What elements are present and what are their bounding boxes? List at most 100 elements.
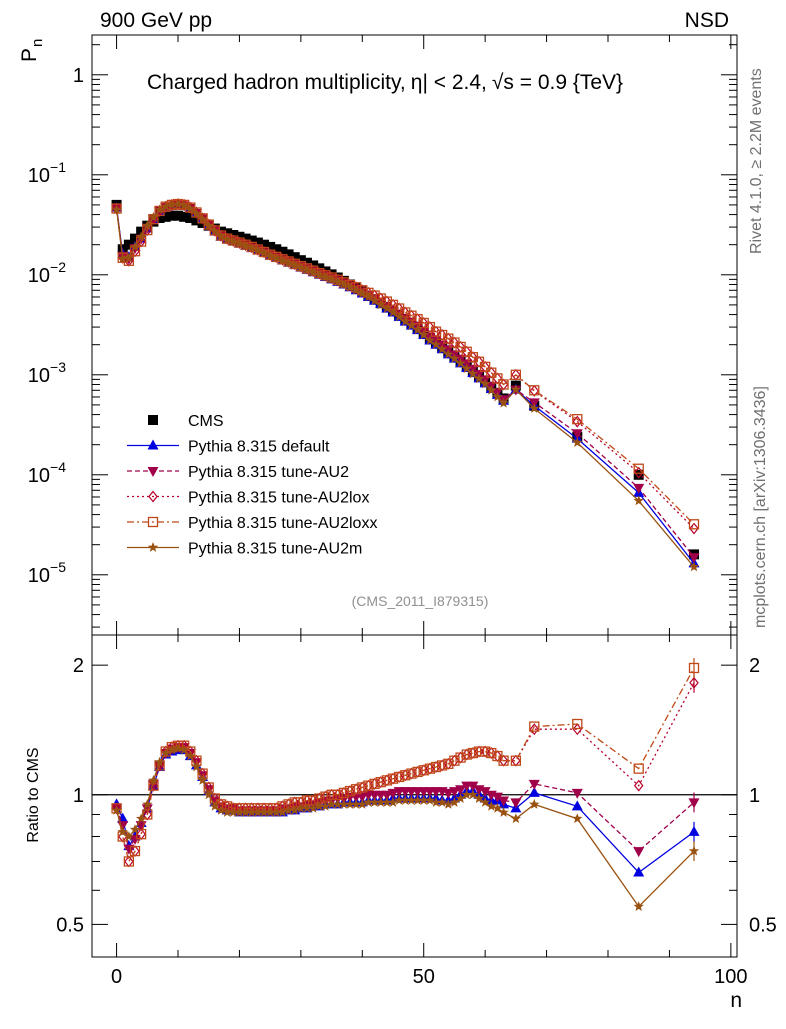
ratio-point xyxy=(154,756,165,767)
legend-item-au2: Pythia 8.315 tune-AU2 xyxy=(127,464,349,481)
data-point xyxy=(123,252,135,263)
ratio-point xyxy=(571,800,583,811)
data-point xyxy=(179,211,190,222)
ratio-point xyxy=(400,770,411,781)
ratio-point xyxy=(443,758,454,769)
ratio-point xyxy=(688,662,700,674)
data-point xyxy=(529,403,540,413)
data-point xyxy=(166,210,177,221)
legend-item-au2lox: Pythia 8.315 tune-AU2lox xyxy=(127,490,369,507)
legend-label: Pythia 8.315 tune-AU2m xyxy=(188,541,362,558)
data-point xyxy=(246,235,257,246)
ratio-ylabel: Ratio to CMS xyxy=(25,747,42,842)
data-point xyxy=(387,307,399,317)
ratio-point xyxy=(338,787,350,799)
ratio-point xyxy=(111,804,122,815)
data-point xyxy=(197,213,208,224)
ratio-point xyxy=(393,771,405,783)
top-ylabel-sub: n xyxy=(29,39,46,47)
ratio-point xyxy=(424,763,436,774)
top-ylabel-main: P xyxy=(18,48,41,62)
data-point xyxy=(498,379,509,390)
ratio-point xyxy=(387,796,399,807)
ratio-point xyxy=(633,866,645,877)
series-au2m xyxy=(111,199,700,572)
ratio-point xyxy=(123,831,135,841)
y-tick-label-right: 0.5 xyxy=(749,914,777,936)
ratio-point xyxy=(442,788,454,799)
data-point xyxy=(473,373,485,384)
data-point xyxy=(295,255,306,266)
ratio-point xyxy=(406,768,417,779)
ratio-point xyxy=(633,779,644,792)
data-point xyxy=(271,252,282,263)
ratio-point xyxy=(473,746,485,757)
ratio-point xyxy=(295,802,307,813)
ratio-point xyxy=(289,804,300,815)
ratio-point xyxy=(381,775,393,786)
ratio-point xyxy=(142,798,153,809)
ratio-point xyxy=(234,806,245,817)
data-point xyxy=(271,244,282,255)
data-point xyxy=(381,303,393,313)
ratio-point xyxy=(166,744,178,755)
ratio-point xyxy=(430,796,442,807)
ratio-point xyxy=(271,806,282,817)
ratio-point xyxy=(215,804,227,815)
ratio-point xyxy=(633,901,644,911)
legend-marker xyxy=(148,490,158,503)
data-point xyxy=(166,199,178,210)
data-point xyxy=(191,215,202,226)
ratio-point xyxy=(191,761,202,772)
legend-marker xyxy=(148,415,158,425)
ratio-point xyxy=(129,845,141,857)
ratio-point xyxy=(369,796,380,807)
ratio-point xyxy=(443,798,454,809)
data-point xyxy=(173,210,183,221)
data-point xyxy=(130,233,140,244)
data-point xyxy=(203,220,214,231)
data-point xyxy=(412,324,423,335)
data-point xyxy=(688,519,700,530)
ratio-point xyxy=(418,795,429,805)
data-point xyxy=(160,211,171,222)
data-point xyxy=(209,225,221,236)
ratio-point xyxy=(135,829,147,840)
data-point xyxy=(320,271,331,282)
ratio-point xyxy=(455,785,467,796)
data-point xyxy=(400,316,411,327)
data-point xyxy=(111,204,122,214)
ratio-point xyxy=(246,806,257,817)
data-point xyxy=(492,373,503,384)
ratio-point xyxy=(344,785,356,797)
data-point xyxy=(148,211,159,222)
data-point xyxy=(486,367,497,378)
data-point xyxy=(688,553,700,564)
data-point xyxy=(191,207,202,218)
ratio-point xyxy=(240,806,251,817)
ratio-point xyxy=(356,792,368,803)
ratio-point xyxy=(221,806,233,817)
ratio-point xyxy=(430,761,442,773)
ratio-point xyxy=(400,795,411,805)
data-point xyxy=(418,329,429,340)
data-point xyxy=(252,237,263,248)
plot-title: Charged hadron multiplicity, η| < 2.4, √s … xyxy=(147,71,623,94)
data-point xyxy=(572,437,583,447)
data-point xyxy=(633,469,644,480)
data-point xyxy=(479,361,491,373)
ratio-point xyxy=(369,778,380,790)
data-point xyxy=(688,561,700,572)
ratio-point xyxy=(689,676,699,689)
data-point xyxy=(689,522,699,535)
y-tick-label: 1 xyxy=(73,65,84,87)
data-point xyxy=(228,236,239,246)
ratio-point xyxy=(117,826,128,837)
ratio-point xyxy=(381,790,393,801)
ratio-point xyxy=(111,803,122,814)
ratio-point xyxy=(314,800,325,811)
x-tick-label: 0 xyxy=(111,966,122,988)
ratio-point xyxy=(387,788,399,799)
ratio-point xyxy=(350,798,362,809)
